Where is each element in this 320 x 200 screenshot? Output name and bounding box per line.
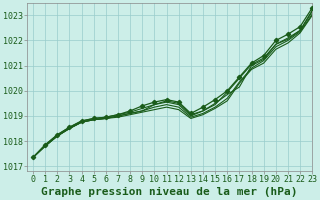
X-axis label: Graphe pression niveau de la mer (hPa): Graphe pression niveau de la mer (hPa) [41, 187, 298, 197]
